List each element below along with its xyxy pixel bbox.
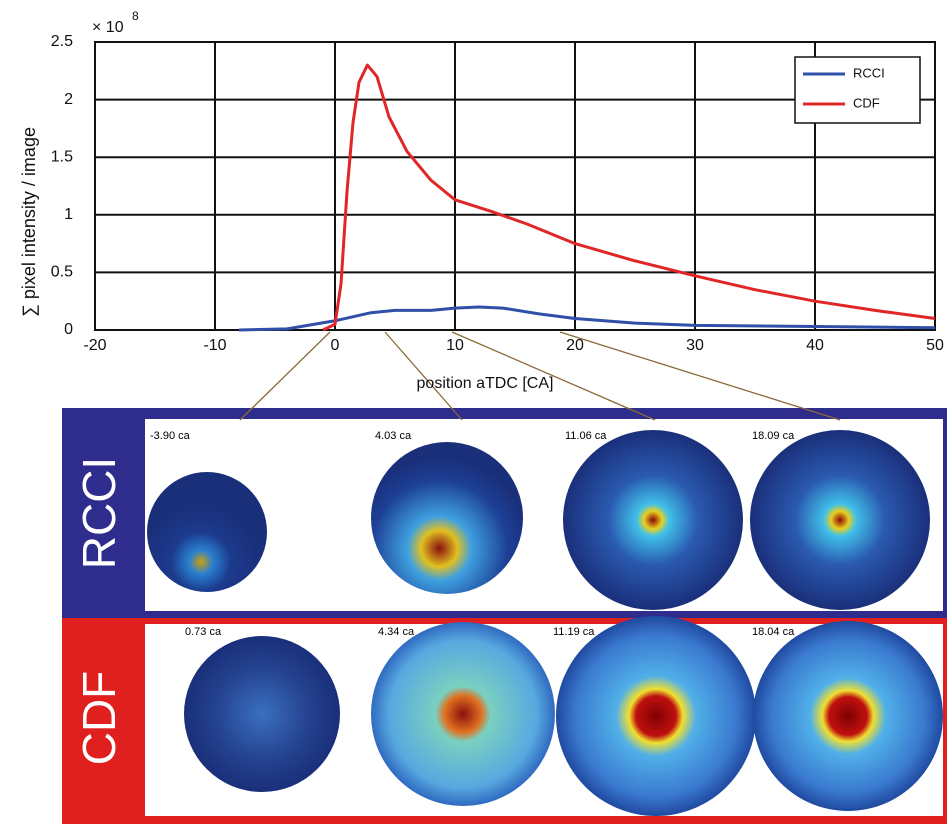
x-tick-label: -10 <box>203 337 226 354</box>
y-axis-label: ∑ pixel intensity / image <box>19 127 39 317</box>
legend-box <box>794 56 921 124</box>
y-tick-label: 2.5 <box>51 33 73 50</box>
data-line <box>322 63 936 332</box>
y-tick-label: 0 <box>64 321 73 338</box>
frame-image <box>371 622 555 806</box>
x-tick-label: -20 <box>83 337 106 354</box>
panel-label: RCCI <box>73 457 125 569</box>
y-tick-label: 1.5 <box>51 148 73 165</box>
x-tick-label: 30 <box>686 337 704 354</box>
legend-label: CDF <box>853 95 880 110</box>
y-tick-label: 0.5 <box>51 264 73 281</box>
legend-label: RCCI <box>853 65 885 80</box>
frame-image <box>563 430 743 610</box>
frame-image <box>556 616 756 816</box>
frame-label: 0.73 ca <box>185 626 222 638</box>
x-tick-label: 0 <box>331 337 340 354</box>
multiplier-exponent: 8 <box>132 9 139 23</box>
frame-label: 18.04 ca <box>752 626 795 638</box>
frame-image <box>147 472 267 592</box>
frame-label: 11.06 ca <box>565 430 607 442</box>
x-tick-label: 10 <box>446 337 464 354</box>
connector <box>384 331 463 421</box>
frame-image <box>753 621 943 811</box>
frame-image <box>371 442 523 594</box>
frame-label: 11.19 ca <box>553 626 595 638</box>
connector <box>451 331 656 421</box>
x-tick-label: 50 <box>926 337 944 354</box>
y-tick-label: 2 <box>64 91 73 108</box>
frame-label: 4.34 ca <box>378 626 415 638</box>
frame-image <box>750 430 930 610</box>
frame-label: 18.09 ca <box>752 430 795 442</box>
frame-label: 4.03 ca <box>375 430 412 442</box>
frame-label: -3.90 ca <box>150 430 191 442</box>
y-tick-label: 1 <box>64 206 73 223</box>
panel-label: CDF <box>73 671 125 766</box>
data-line <box>238 305 936 332</box>
multiplier-base: × 10 <box>92 19 124 36</box>
x-tick-label: 20 <box>566 337 584 354</box>
x-tick-label: 40 <box>806 337 824 354</box>
x-axis-label: position aTDC [CA] <box>417 375 554 392</box>
frame-image <box>184 636 340 792</box>
connector <box>239 331 331 421</box>
connector <box>559 331 841 421</box>
plot-frame <box>94 41 936 331</box>
